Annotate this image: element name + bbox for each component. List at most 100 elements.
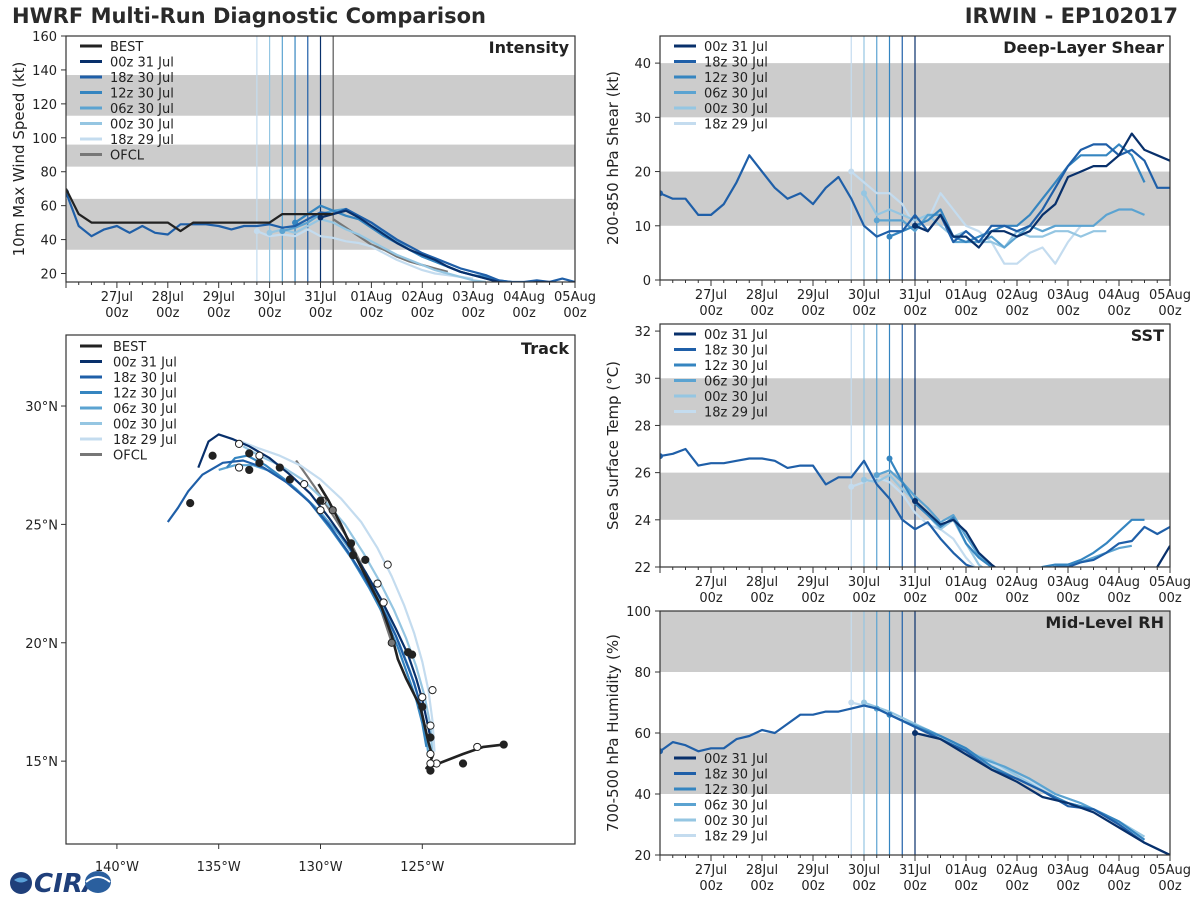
series-line-18z-29-jul (850, 170, 1082, 265)
x-tick-label: 02Aug (996, 575, 1038, 590)
x-tick-label: 27Jul (695, 863, 727, 878)
series-start-marker (660, 190, 663, 197)
swoosh-stroke (85, 876, 111, 883)
y-tick-label: 30 (634, 111, 651, 126)
y-tick-label: 30°N (25, 400, 58, 415)
x-tick-label: 01Aug (945, 288, 987, 303)
y-tick-label: 60 (40, 200, 57, 215)
series-line-18z-29-jul (256, 228, 474, 280)
legend-label: 00z 30 Jul (704, 102, 768, 117)
legend-label: 12z 30 Jul (704, 783, 768, 798)
panel-rh: 27Jul00z28Jul00z29Jul00z30Jul00z31Jul00z… (604, 605, 1191, 894)
x-tick-label: 31Jul (899, 288, 931, 303)
y-tick-label: 20°N (25, 637, 58, 652)
y-tick-label: 120 (32, 98, 57, 113)
track-marker (383, 560, 392, 569)
y-tick-label: 15°N (25, 755, 58, 770)
series-start-marker (912, 497, 918, 504)
legend-label: 00z 31 Jul (110, 56, 174, 71)
y-tick-label: 20 (40, 268, 57, 283)
series-start-marker (912, 222, 918, 229)
x-tick-label: 140°W (95, 860, 139, 875)
y-tick-label: 140 (32, 64, 57, 79)
legend-label: 06z 30 Jul (704, 799, 768, 814)
y-axis-label: 10m Max Wind Speed (kt) (10, 62, 28, 257)
x-tick-sublabel: 00z (360, 306, 384, 321)
track-marker (426, 766, 435, 775)
x-tick-label: 04Aug (1098, 575, 1140, 590)
x-tick-label: 29Jul (203, 290, 235, 305)
x-tick-label: 27Jul (101, 290, 133, 305)
x-tick-label: 05Aug (1149, 863, 1191, 878)
panel-shear: 27Jul00z28Jul00z29Jul00z30Jul00z31Jul00z… (604, 35, 1191, 319)
track-marker (418, 702, 427, 711)
series-start-marker (861, 190, 867, 197)
track-line-18z-29-jul (240, 440, 436, 752)
x-tick-label: 30Jul (848, 288, 880, 303)
track-marker (245, 449, 254, 458)
y-tick-label: 0 (643, 274, 651, 289)
panel-title: Deep-Layer Shear (1003, 38, 1164, 57)
legend-label: 00z 30 Jul (110, 118, 174, 133)
y-tick-label: 60 (634, 727, 651, 742)
track-marker (234, 463, 244, 472)
x-tick-label: 28Jul (152, 290, 184, 305)
x-tick-label: 31Jul (899, 863, 931, 878)
y-tick-label: 22 (634, 561, 651, 576)
panel-intensity: 27Jul00z28Jul00z29Jul00z30Jul00z31Jul00z… (10, 30, 596, 321)
x-tick-sublabel: 00z (1107, 591, 1131, 606)
track-marker (426, 733, 435, 742)
y-tick-label: 10 (634, 220, 651, 235)
map-frame (65, 334, 576, 845)
series-start-marker (317, 214, 324, 221)
legend-label: 18z 30 Jul (704, 344, 768, 359)
x-tick-label: 31Jul (304, 290, 336, 305)
legend-label: 18z 29 Jul (704, 406, 768, 421)
series-line-18z-30-jul (66, 191, 575, 282)
series-line-18z-30-jul (660, 143, 1170, 244)
globe-icon (10, 872, 32, 894)
track-marker (418, 693, 427, 702)
track-line-00z-31-jul (197, 433, 432, 738)
x-tick-sublabel: 00z (1158, 879, 1182, 894)
legend-label: 12z 30 Jul (113, 387, 177, 402)
track-marker (300, 480, 309, 489)
legend-label: 00z 31 Jul (704, 328, 768, 343)
legend-label: 00z 30 Jul (704, 390, 768, 405)
x-tick-sublabel: 00z (750, 591, 774, 606)
x-tick-sublabel: 00z (1005, 304, 1029, 319)
legend-label: 18z 30 Jul (704, 56, 768, 71)
y-axis-label: 200-850 hPa Shear (kt) (604, 71, 622, 245)
track-marker (348, 551, 358, 560)
x-tick-sublabel: 00z (156, 306, 180, 321)
x-tick-label: 29Jul (797, 863, 829, 878)
legend-label: 12z 30 Jul (704, 359, 768, 374)
x-tick-sublabel: 00z (1056, 304, 1080, 319)
series-start-marker (279, 228, 286, 235)
series-start-marker (848, 483, 855, 490)
plot-area (660, 36, 1170, 280)
x-tick-sublabel: 00z (852, 591, 876, 606)
x-tick-sublabel: 00z (563, 306, 587, 321)
x-tick-sublabel: 00z (1005, 879, 1029, 894)
plot-area (66, 36, 575, 282)
x-tick-sublabel: 00z (801, 879, 825, 894)
swoosh-icon (85, 871, 111, 893)
x-tick-sublabel: 00z (1158, 591, 1182, 606)
x-tick-label: 28Jul (746, 288, 778, 303)
x-tick-label: 29Jul (797, 575, 829, 590)
panel-sst: 27Jul00z28Jul00z29Jul00z30Jul00z31Jul00z… (604, 323, 1191, 606)
globe-swirl (14, 877, 28, 883)
x-tick-sublabel: 00z (1056, 879, 1080, 894)
legend-label: 18z 30 Jul (110, 71, 174, 86)
track-line-18z-30-jul (166, 459, 430, 743)
track-marker (316, 506, 325, 515)
x-tick-sublabel: 00z (750, 879, 774, 894)
x-tick-sublabel: 00z (1107, 304, 1131, 319)
series-start-marker (861, 699, 867, 706)
series-line-18z-30-jul (660, 704, 1170, 855)
storm-title: IRWIN - EP102017 (964, 4, 1178, 28)
x-tick-sublabel: 00z (903, 591, 927, 606)
x-tick-sublabel: 00z (903, 304, 927, 319)
x-tick-label: 01Aug (350, 290, 392, 305)
